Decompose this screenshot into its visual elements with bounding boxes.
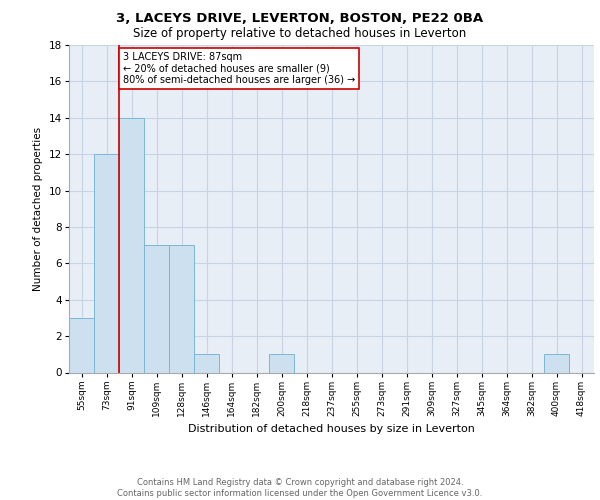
Bar (269, 354, 294, 372)
Text: Contains HM Land Registry data © Crown copyright and database right 2024.
Contai: Contains HM Land Registry data © Crown c… (118, 478, 482, 498)
Text: Size of property relative to detached houses in Leverton: Size of property relative to detached ho… (133, 28, 467, 40)
Text: 3, LACEYS DRIVE, LEVERTON, BOSTON, PE22 0BA: 3, LACEYS DRIVE, LEVERTON, BOSTON, PE22 … (116, 12, 484, 26)
X-axis label: Distribution of detached houses by size in Leverton: Distribution of detached houses by size … (188, 424, 475, 434)
Bar (169, 245, 194, 372)
Bar (194, 354, 219, 372)
Bar (94, 154, 119, 372)
Bar (69, 318, 94, 372)
Bar (144, 245, 169, 372)
Bar (119, 118, 144, 372)
Text: 3 LACEYS DRIVE: 87sqm
← 20% of detached houses are smaller (9)
80% of semi-detac: 3 LACEYS DRIVE: 87sqm ← 20% of detached … (123, 52, 355, 86)
Bar (544, 354, 569, 372)
Y-axis label: Number of detached properties: Number of detached properties (33, 126, 43, 291)
